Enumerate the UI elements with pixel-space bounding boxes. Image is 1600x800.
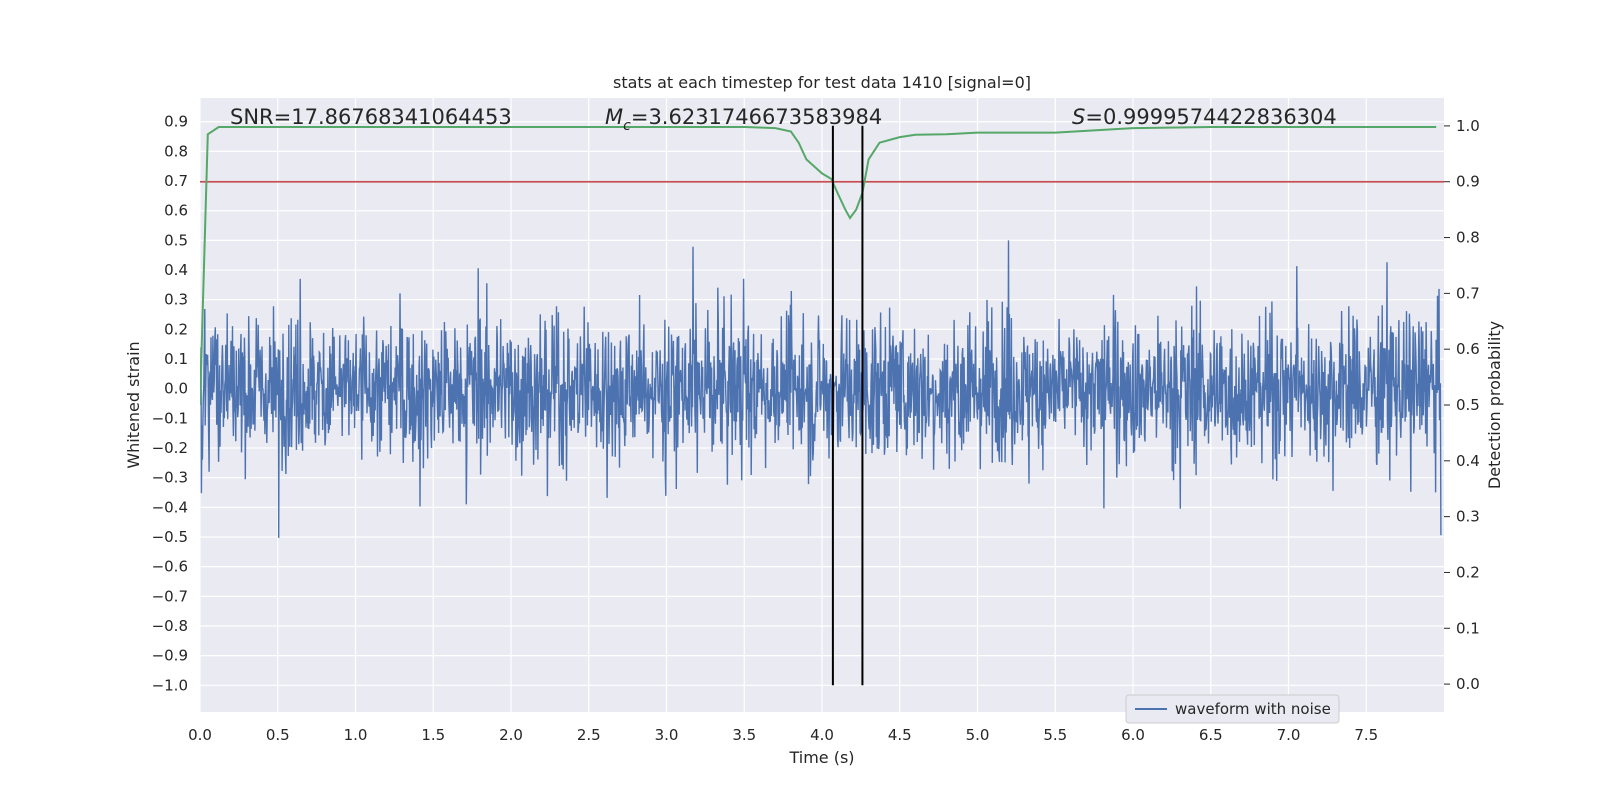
y2-tick-label: 0.8 [1456,229,1480,247]
chirp-mass-eq: = [631,105,649,129]
s-eq: = [1085,105,1103,129]
y-tick-label: −0.6 [152,558,188,576]
plot-content [200,125,1444,686]
y-tick-label: −0.9 [152,647,188,665]
y2-tick-label: 0.9 [1456,173,1480,191]
x-tick-label: 2.0 [499,726,523,744]
y-tick-label: 0.8 [164,142,188,160]
y-tick-label: 0.2 [164,320,188,338]
snr-value: 17.86768341064453 [291,105,511,129]
x-tick-label: 4.0 [810,726,834,744]
x-tick-label: 5.0 [966,726,990,744]
chirp-mass-subscript: c [623,118,631,134]
x-tick-label: 7.5 [1354,726,1378,744]
y-tick-label: 0.3 [164,291,188,309]
legend-box [1125,694,1340,724]
y-tick-label: −0.7 [152,587,188,605]
snr-annotation: SNR=17.86768341064453 [230,105,512,129]
waveform-line [200,240,1442,538]
y2-axis-label: Detection probability [1485,321,1504,489]
chirp-mass-annotation: Mc=3.6231746673583984 [605,105,882,134]
x-tick-label: 5.5 [1043,726,1067,744]
x-tick-label: 0.5 [266,726,290,744]
y2-tick-label: 0.7 [1456,284,1480,302]
x-tick-label: 6.5 [1199,726,1223,744]
chart-title: stats at each timestep for test data 141… [613,73,1031,92]
legend: waveform with noise [1125,694,1340,724]
x-tick-label: 1.5 [421,726,445,744]
y-tick-label: 0.6 [164,202,188,220]
y-tick-label: −1.0 [152,676,188,694]
y2-tick-label: 1.0 [1456,117,1480,135]
y-tick-label: −0.4 [152,498,188,516]
y2-tick-label: 0.5 [1456,396,1480,414]
y2-tick-label: 0.2 [1456,563,1480,581]
s-annotation: S=0.9999574422836304 [1072,105,1337,129]
x-tick-label: 7.0 [1277,726,1301,744]
x-axis: 0.0 0.5 1.0 1.5 2.0 2.5 3.0 3.5 4.0 4.5 5.0 5.5 6.0 6… [188,726,1378,744]
y-tick-label: 0.5 [164,231,188,249]
x-tick-label: 0.0 [188,726,212,744]
legend-label: waveform with noise [1175,700,1331,718]
chirp-mass-symbol: M [605,105,623,129]
probability-line [200,126,1437,406]
x-tick-label: 3.0 [655,726,679,744]
y-tick-label: 0.1 [164,350,188,368]
y-tick-label: 0.0 [164,380,188,398]
y-tick-label: −0.3 [152,469,188,487]
y-axis-label: Whitened strain [124,341,143,468]
snr-label: SNR= [230,105,291,129]
y-tick-label: 0.9 [164,113,188,131]
y2-tick-label: 0.6 [1456,340,1480,358]
y2-tick-label: 0.3 [1456,508,1480,526]
s-value: 0.9999574422836304 [1103,105,1337,129]
y-tick-label: −0.2 [152,439,188,457]
y2-axis: 1.0 0.9 0.8 0.7 0.6 0.5 0.4 0.3 0.2 0.1 0.0 [1444,117,1480,693]
s-symbol: S [1072,105,1085,129]
y2-tick-label: 0.0 [1456,675,1480,693]
x-tick-label: 2.5 [577,726,601,744]
vlines [831,125,864,686]
x-tick-label: 6.0 [1121,726,1145,744]
waveform-series [200,240,1442,538]
x-axis-label: Time (s) [788,748,854,767]
probability-series [200,126,1437,406]
y-tick-label: −0.5 [152,528,188,546]
y-tick-label: 0.4 [164,261,188,279]
chirp-mass-value: 3.6231746673583984 [648,105,882,129]
y2-tick-label: 0.4 [1456,452,1480,470]
y-tick-label: 0.7 [164,172,188,190]
y2-tick-label: 0.1 [1456,619,1480,637]
y-axis: 0.9 0.8 0.7 0.6 0.5 0.4 0.3 0.2 0.1 0.0 −0.1 −0.2 −0… [152,113,188,695]
x-tick-label: 4.5 [888,726,912,744]
y-tick-label: −0.8 [152,617,188,635]
x-tick-label: 3.5 [732,726,756,744]
y-tick-label: −0.1 [152,409,188,427]
x-tick-label: 1.0 [344,726,368,744]
